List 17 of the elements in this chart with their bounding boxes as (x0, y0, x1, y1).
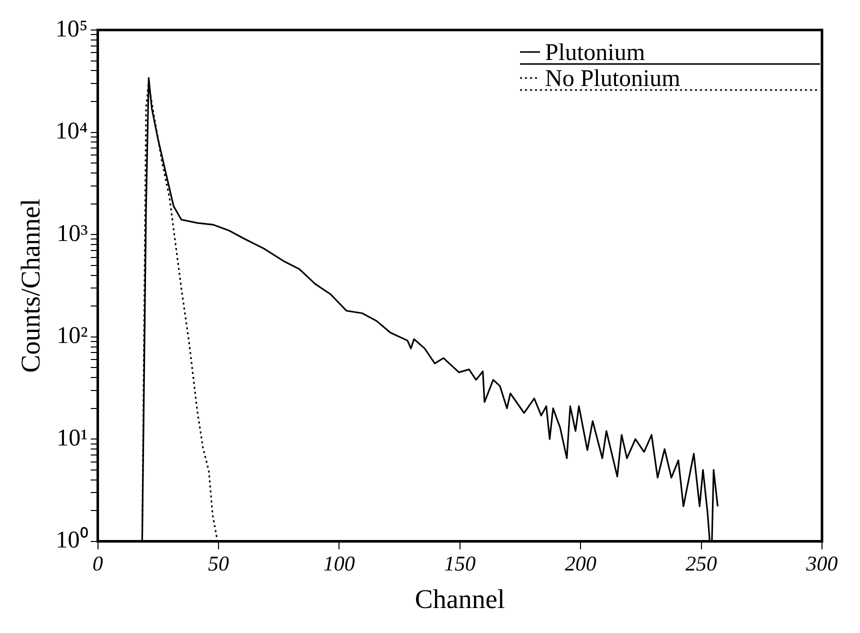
legend-label: No Plutonium (545, 66, 681, 92)
x-tick-label: 250 (686, 552, 718, 576)
x-tick-label: 300 (805, 552, 838, 576)
y-tick-label: 10⁵ (55, 16, 88, 42)
y-tick-label: 10¹ (56, 425, 88, 452)
x-tick-label: 0 (92, 552, 104, 576)
y-tick-label: 10² (56, 323, 88, 350)
x-tick-label: 50 (208, 552, 230, 576)
legend-label: Plutonium (545, 40, 646, 66)
x-tick-label: 100 (323, 552, 356, 576)
y-tick-label: 10⁴ (55, 118, 88, 145)
y-axis-title: Counts/Channel (15, 198, 46, 373)
x-axis-title: Channel (414, 584, 505, 614)
y-tick-label: 10³ (56, 220, 88, 247)
x-tick-label: 150 (444, 552, 476, 576)
x-tick-label: 200 (564, 552, 597, 576)
y-tick-label: 10⁰ (56, 526, 88, 554)
